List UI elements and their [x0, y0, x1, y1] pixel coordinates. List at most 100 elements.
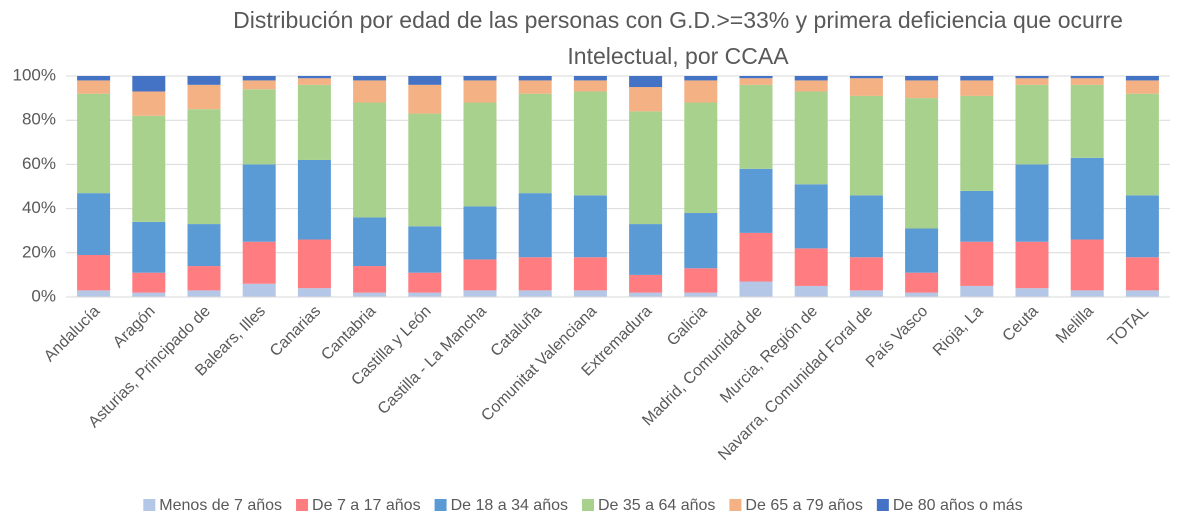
bar-segment [408, 113, 442, 227]
bar-segment [794, 248, 828, 286]
bar-segment [573, 80, 607, 92]
bar-segment [739, 84, 773, 169]
legend-swatch [876, 499, 889, 511]
bar-segment [353, 102, 387, 218]
bar-segment [187, 266, 221, 291]
bar-segment [408, 272, 442, 293]
bar-segment [739, 168, 773, 233]
bar-segment [242, 241, 276, 284]
bar-segment [794, 80, 828, 92]
x-tick-label: Aragón [110, 303, 159, 352]
bar-segment [518, 193, 552, 258]
bar-segment [353, 266, 387, 293]
bar-segment [297, 159, 331, 240]
bar-segment [242, 164, 276, 242]
bar-segment [905, 272, 939, 293]
x-tick-label: Cataluña [488, 303, 545, 360]
bar-segment [242, 283, 276, 297]
bar-segment [684, 268, 718, 293]
bar-segment [960, 285, 994, 297]
bar-segment [1125, 93, 1159, 196]
bar-segment [573, 195, 607, 258]
x-tick-label: Canarias [267, 303, 324, 360]
bar-segment [629, 292, 663, 297]
bar-segment [463, 206, 497, 260]
bar-segment [1070, 78, 1104, 85]
bar-segment [1070, 239, 1104, 291]
legend-label: Menos de 7 años [159, 497, 282, 514]
legend-swatch [729, 499, 742, 511]
y-tick-label: 100% [13, 65, 56, 84]
bar-segment [960, 241, 994, 286]
bar-segment [463, 259, 497, 291]
bar-segment [518, 93, 552, 194]
bar-segment [739, 232, 773, 282]
bar-segment [297, 76, 331, 79]
bar-segment [1015, 164, 1049, 242]
bar-segment [905, 292, 939, 297]
bar-segment [684, 76, 718, 81]
bar-segment [573, 76, 607, 81]
bar-segment [77, 80, 111, 94]
bar-segment [187, 84, 221, 110]
bar-segment [739, 76, 773, 79]
bar-segment [1070, 157, 1104, 240]
x-tick-label: Castilla - La Mancha [375, 303, 490, 418]
bar-segment [463, 102, 497, 207]
y-tick-label: 60% [22, 154, 56, 173]
bar-segment [297, 84, 331, 160]
bar-segment [739, 78, 773, 85]
bar-segment [684, 80, 718, 103]
bar-segment [905, 228, 939, 273]
legend-label: De 65 a 79 años [745, 497, 862, 514]
legend-swatch [296, 499, 309, 511]
bar-segment [849, 78, 883, 96]
bar-segment [960, 95, 994, 191]
bar-segment [849, 290, 883, 297]
legend-label: De 35 a 64 años [598, 497, 715, 514]
x-tick-label: Andalucía [41, 303, 103, 365]
bar-segment [849, 76, 883, 79]
x-tick-label: TOTAL [1105, 303, 1153, 351]
bar-segment [187, 290, 221, 297]
y-tick-label: 20% [22, 242, 56, 261]
bar-segment [1125, 80, 1159, 94]
bar-segment [794, 184, 828, 249]
bar-segment [905, 76, 939, 81]
bar-segment [242, 76, 276, 81]
bar-segment [77, 255, 111, 291]
bar-segment [77, 93, 111, 194]
bar-segment [518, 290, 552, 297]
bar-segment [297, 78, 331, 85]
bar-segment [794, 285, 828, 297]
legend-label: De 80 años o más [893, 497, 1023, 514]
legend-label: De 18 a 34 años [451, 497, 568, 514]
bar-segment [629, 87, 663, 112]
bar-segment [463, 290, 497, 297]
bar-segment [408, 226, 442, 273]
bar-segment [297, 239, 331, 289]
bar-segment [905, 80, 939, 99]
legend-swatch [582, 499, 594, 511]
bar-segment [1125, 76, 1159, 81]
bar-segment [629, 111, 663, 225]
legend-swatch [434, 499, 447, 511]
y-tick-label: 80% [22, 110, 56, 129]
bar-segment [960, 76, 994, 81]
bar-segment [849, 95, 883, 196]
legend-swatch [143, 499, 156, 511]
bar-segment [960, 80, 994, 96]
bar-segment [1015, 84, 1049, 165]
bar-segment [77, 76, 111, 81]
bar-segment [794, 76, 828, 81]
bar-segment [684, 102, 718, 214]
bar-segment [242, 89, 276, 165]
bar-segment [132, 91, 166, 116]
bar-segment [1070, 76, 1104, 79]
bar-segment [1125, 290, 1159, 297]
bar-segment [1015, 288, 1049, 297]
bar-segment [1070, 84, 1104, 158]
chart-title: Intelectual, por CCAA [567, 43, 789, 69]
bar-segment [132, 76, 166, 92]
